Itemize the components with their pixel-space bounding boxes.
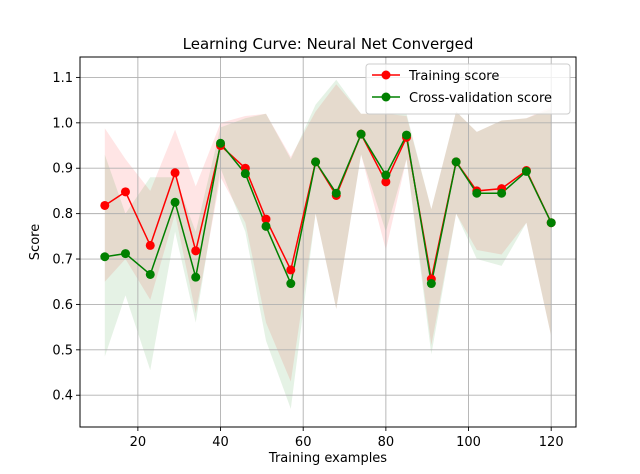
y-tick-label: 0.4 bbox=[52, 389, 73, 404]
x-tick-label: 120 bbox=[539, 435, 564, 450]
point-cross-validation-score bbox=[426, 279, 436, 289]
chart-title: Learning Curve: Neural Net Converged bbox=[183, 35, 474, 53]
point-cross-validation-score bbox=[402, 130, 412, 140]
y-tick-label: 0.6 bbox=[52, 298, 73, 313]
y-tick-label: 0.7 bbox=[52, 253, 73, 268]
point-cross-validation-score bbox=[311, 157, 321, 167]
x-axis-label: Training examples bbox=[268, 451, 387, 466]
legend-marker-cross-validation bbox=[381, 92, 391, 102]
point-training-score bbox=[170, 168, 180, 178]
point-cross-validation-score bbox=[521, 166, 531, 176]
x-axis-ticks: 20 40 60 80 100 120 bbox=[130, 427, 564, 450]
point-cross-validation-score bbox=[381, 170, 391, 180]
legend: Training score Cross-validation score bbox=[365, 63, 571, 115]
legend-label-training: Training score bbox=[408, 69, 499, 84]
legend-label-cross-validation: Cross-validation score bbox=[409, 91, 552, 106]
point-training-score bbox=[381, 177, 391, 187]
point-cross-validation-score bbox=[261, 221, 271, 231]
y-tick-label: 0.5 bbox=[52, 343, 73, 358]
point-cross-validation-score bbox=[497, 188, 507, 198]
plot-frame bbox=[79, 56, 577, 428]
legend-box bbox=[365, 63, 571, 115]
point-cross-validation-score bbox=[170, 197, 180, 207]
y-tick-label: 1.1 bbox=[52, 71, 73, 86]
y-axis-label: Score bbox=[28, 224, 43, 260]
point-cross-validation-score bbox=[120, 249, 130, 259]
point-cross-validation-score bbox=[240, 169, 250, 179]
point-cross-validation-score bbox=[546, 218, 556, 228]
point-cross-validation-score bbox=[451, 157, 461, 167]
y-axis-ticks: 0.4 0.5 0.6 0.7 0.8 0.9 1.0 1.1 bbox=[52, 71, 80, 404]
grid-lines bbox=[80, 57, 576, 427]
point-training-score bbox=[191, 246, 201, 256]
legend-marker-training bbox=[381, 70, 391, 80]
x-tick-label: 60 bbox=[295, 435, 312, 450]
x-tick-label: 100 bbox=[456, 435, 481, 450]
line-cross-validation-score bbox=[104, 132, 552, 287]
error-bands bbox=[104, 79, 552, 409]
x-tick-label: 80 bbox=[378, 435, 395, 450]
point-cross-validation-score bbox=[356, 129, 366, 139]
point-training-score bbox=[100, 200, 110, 210]
band-cross-validation-score bbox=[104, 79, 552, 409]
y-tick-label: 1.0 bbox=[52, 116, 73, 131]
series-lines bbox=[104, 132, 552, 287]
point-cross-validation-score bbox=[472, 188, 482, 198]
point-cross-validation-score bbox=[100, 252, 110, 262]
point-training-score bbox=[261, 214, 271, 224]
x-tick-label: 20 bbox=[130, 435, 147, 450]
point-training-score bbox=[286, 265, 296, 275]
x-tick-label: 40 bbox=[212, 435, 229, 450]
band-training-score bbox=[104, 84, 552, 382]
point-cross-validation-score bbox=[191, 272, 201, 282]
point-training-score bbox=[145, 240, 155, 250]
series-points bbox=[100, 129, 556, 289]
point-cross-validation-score bbox=[145, 269, 155, 279]
point-cross-validation-score bbox=[331, 188, 341, 198]
y-tick-label: 0.9 bbox=[52, 162, 73, 177]
point-cross-validation-score bbox=[286, 279, 296, 289]
y-tick-label: 0.8 bbox=[52, 207, 73, 222]
point-cross-validation-score bbox=[216, 138, 226, 148]
point-training-score bbox=[120, 187, 130, 197]
